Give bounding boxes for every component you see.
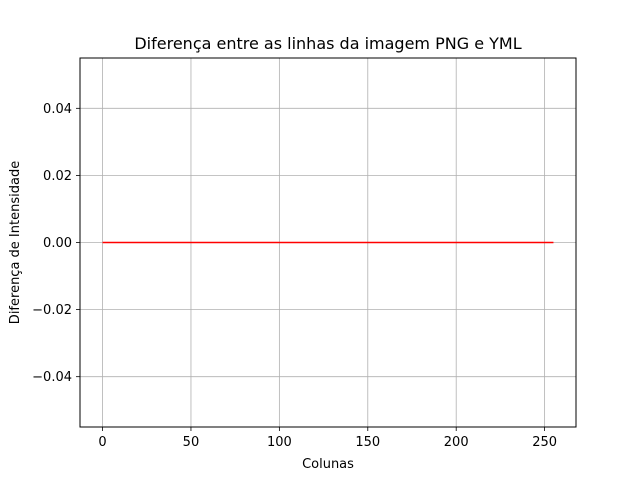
y-tick-label: 0.00 [43,236,72,251]
x-axis-label: Colunas [302,457,354,472]
x-tick-label: 50 [183,435,200,450]
y-tick-label: 0.02 [43,169,72,184]
chart-title: Diferença entre as linhas da imagem PNG … [134,34,521,53]
x-tick-label: 250 [532,435,557,450]
y-tick-label: −0.02 [32,303,72,318]
x-tick-label: 150 [355,435,380,450]
y-tick-label: −0.04 [32,370,72,385]
x-tick-label: 0 [98,435,106,450]
x-tick-label: 200 [444,435,469,450]
y-axis-label: Diferença de Intensidade [8,161,23,324]
ticks: 0 50 100 150 200 250 −0.04 −0.02 0.00 0.02 0.04 [32,102,557,450]
x-tick-label: 100 [267,435,292,450]
y-tick-label: 0.04 [43,102,72,117]
